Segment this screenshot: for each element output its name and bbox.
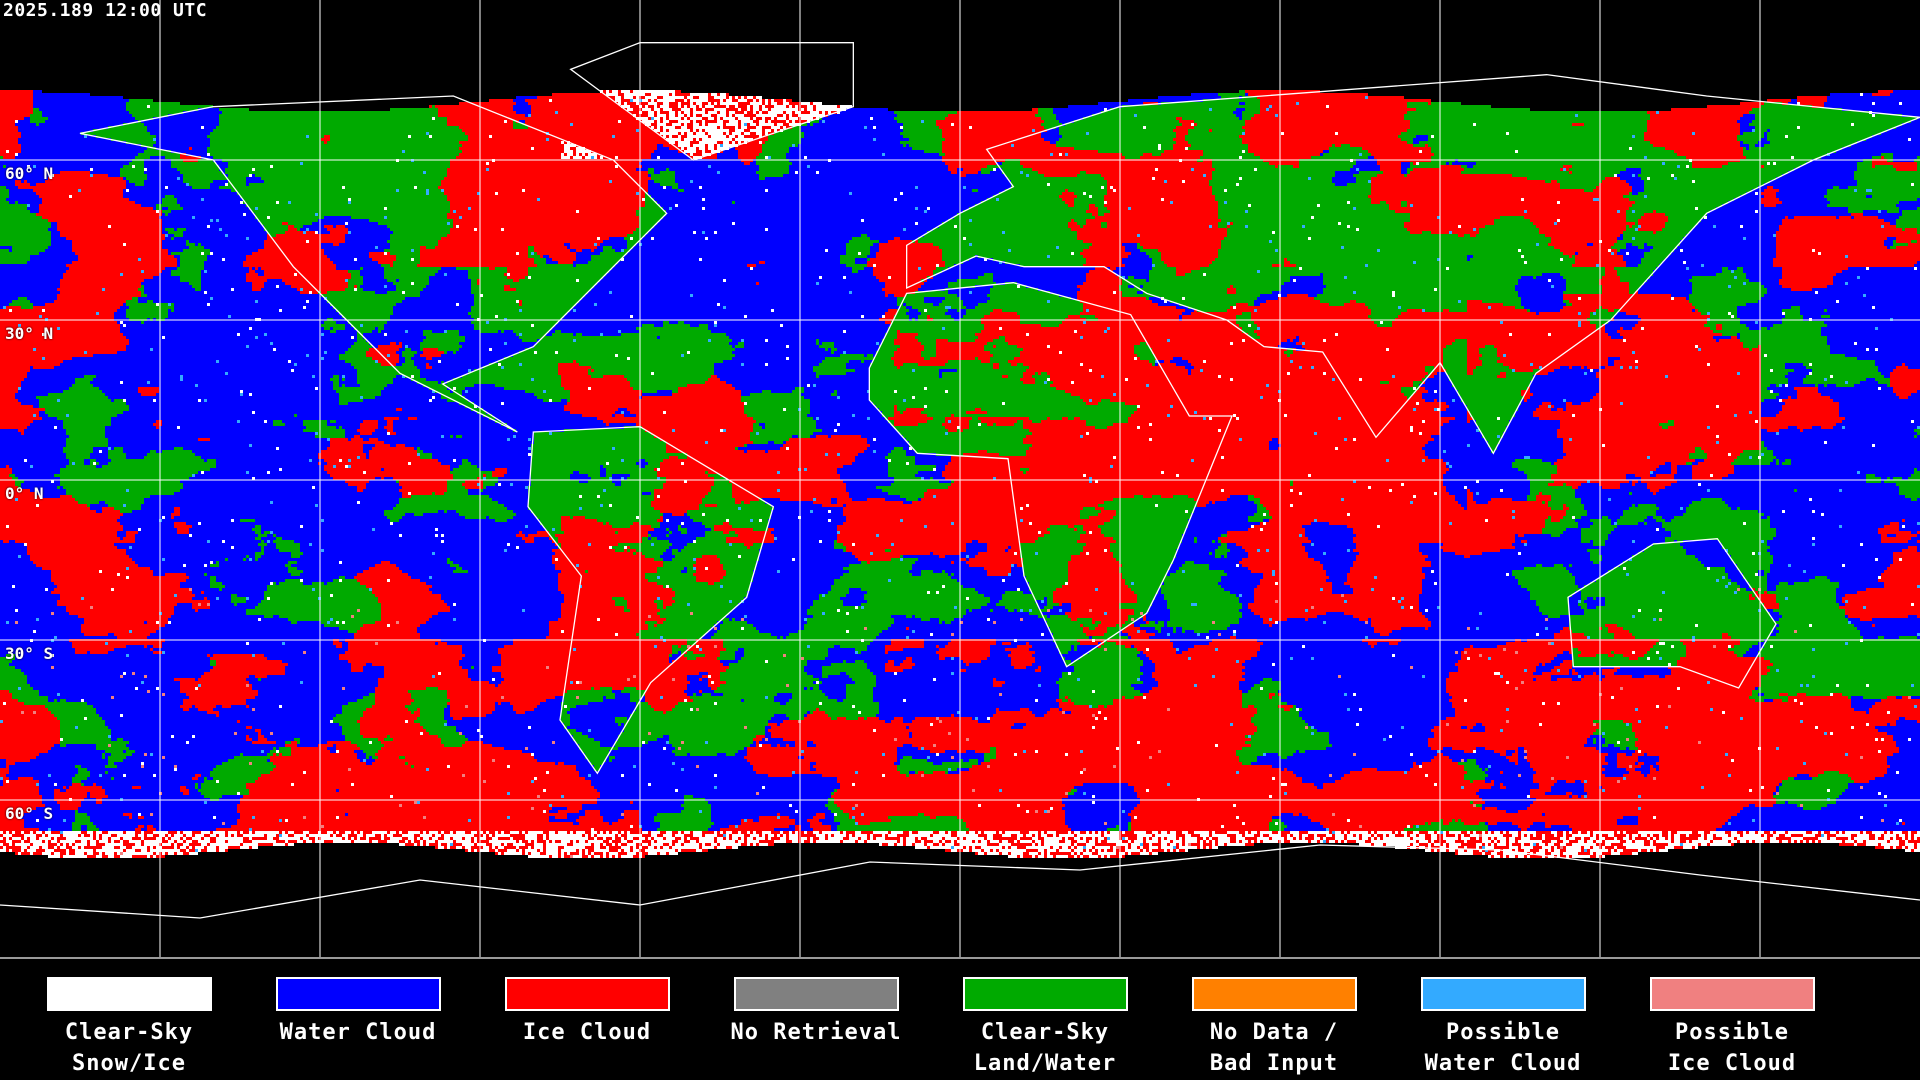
legend-label: Clear-Sky Land/Water [973,1020,1117,1076]
cloud-phase-map: 2025.189 12:00 UTC 60° N 30° N 0° N 30° … [0,0,1920,958]
legend-divider [0,957,1920,959]
coastline [868,282,1233,668]
legend-label: Possible Water Cloud [1424,1020,1582,1076]
legend-label: Water Cloud [279,1020,437,1045]
legend-item-clear-sky-land-water: Clear-Sky Land/Water [935,977,1155,1079]
coastline [569,42,854,161]
legend-swatch [1649,977,1815,1011]
coastline [79,95,668,433]
legend-label: No Retrieval [730,1020,902,1045]
legend: Clear-Sky Snow/Ice Water Cloud Ice Cloud … [0,959,1920,1080]
map-timestamp: 2025.189 12:00 UTC [3,0,208,21]
legend-label: Ice Cloud [522,1020,652,1045]
lat-label-30s: 30° S [5,644,54,663]
legend-swatch [962,977,1128,1011]
lat-label-30n: 30° N [5,324,54,343]
legend-swatch [733,977,899,1011]
lat-label-60n: 60° N [5,164,54,183]
legend-item-no-data: No Data / Bad Input [1164,977,1384,1079]
legend-label: No Data / Bad Input [1209,1020,1339,1076]
lat-label-0n: 0° N [5,484,44,503]
legend-swatch [504,977,670,1011]
coastline [1567,537,1777,689]
legend-swatch [275,977,441,1011]
legend-item-no-retrieval: No Retrieval [706,977,926,1048]
legend-item-water-cloud: Water Cloud [248,977,468,1048]
legend-label: Clear-Sky Snow/Ice [64,1020,194,1076]
coastline [527,426,775,775]
legend-swatch [46,977,212,1011]
legend-item-possible-ice-cloud: Possible Ice Cloud [1622,977,1842,1079]
legend-label: Possible Ice Cloud [1667,1020,1797,1076]
coastline [906,74,1920,455]
lat-label-60s: 60° S [5,804,54,823]
map-overlay [0,0,1920,958]
legend-item-ice-cloud: Ice Cloud [477,977,697,1048]
legend-swatch [1420,977,1586,1011]
legend-item-clear-sky-snow-ice: Clear-Sky Snow/Ice [19,977,239,1079]
legend-item-possible-water-cloud: Possible Water Cloud [1393,977,1613,1079]
legend-swatch [1191,977,1357,1011]
